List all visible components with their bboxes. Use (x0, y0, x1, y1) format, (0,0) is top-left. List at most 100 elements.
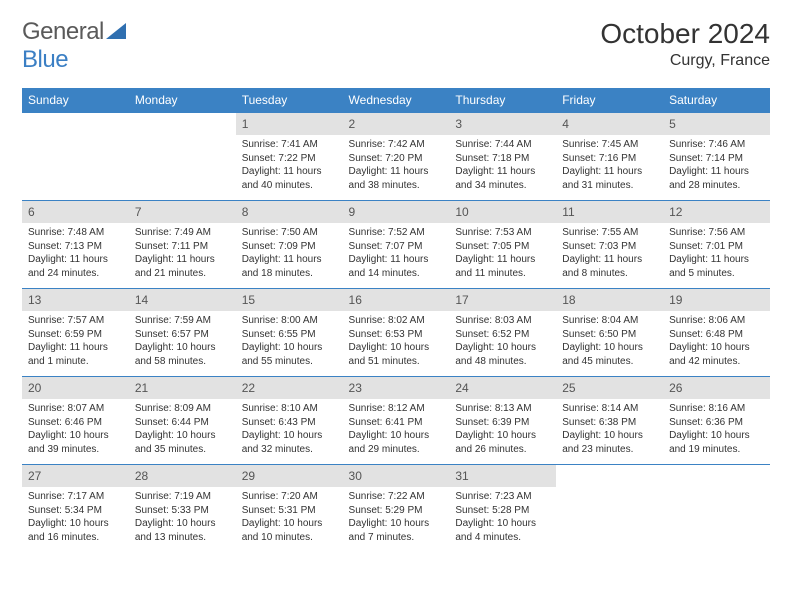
calendar-row: 6Sunrise: 7:48 AMSunset: 7:13 PMDaylight… (22, 201, 770, 289)
calendar-cell: 1Sunrise: 7:41 AMSunset: 7:22 PMDaylight… (236, 113, 343, 201)
day-number: 11 (556, 201, 663, 223)
day-details: Sunrise: 7:55 AMSunset: 7:03 PMDaylight:… (556, 223, 663, 286)
calendar-cell: 14Sunrise: 7:59 AMSunset: 6:57 PMDayligh… (129, 289, 236, 377)
day-number: 14 (129, 289, 236, 311)
day-details: Sunrise: 7:52 AMSunset: 7:07 PMDaylight:… (343, 223, 450, 286)
day-details: Sunrise: 8:02 AMSunset: 6:53 PMDaylight:… (343, 311, 450, 374)
day-details: Sunrise: 8:06 AMSunset: 6:48 PMDaylight:… (663, 311, 770, 374)
calendar-cell: 16Sunrise: 8:02 AMSunset: 6:53 PMDayligh… (343, 289, 450, 377)
calendar-cell (556, 465, 663, 553)
day-details: Sunrise: 7:45 AMSunset: 7:16 PMDaylight:… (556, 135, 663, 198)
day-number: 13 (22, 289, 129, 311)
brand-name-b: Blue (22, 46, 68, 73)
calendar-cell: 28Sunrise: 7:19 AMSunset: 5:33 PMDayligh… (129, 465, 236, 553)
day-number: 9 (343, 201, 450, 223)
calendar-cell: 5Sunrise: 7:46 AMSunset: 7:14 PMDaylight… (663, 113, 770, 201)
calendar-cell: 30Sunrise: 7:22 AMSunset: 5:29 PMDayligh… (343, 465, 450, 553)
day-details: Sunrise: 8:07 AMSunset: 6:46 PMDaylight:… (22, 399, 129, 462)
day-details: Sunrise: 7:57 AMSunset: 6:59 PMDaylight:… (22, 311, 129, 374)
brand-name: General Blue (22, 18, 126, 74)
day-details: Sunrise: 8:13 AMSunset: 6:39 PMDaylight:… (449, 399, 556, 462)
weekday-header: Tuesday (236, 88, 343, 113)
day-details: Sunrise: 7:42 AMSunset: 7:20 PMDaylight:… (343, 135, 450, 198)
calendar-cell: 11Sunrise: 7:55 AMSunset: 7:03 PMDayligh… (556, 201, 663, 289)
day-details: Sunrise: 8:00 AMSunset: 6:55 PMDaylight:… (236, 311, 343, 374)
day-number: 28 (129, 465, 236, 487)
day-details: Sunrise: 7:56 AMSunset: 7:01 PMDaylight:… (663, 223, 770, 286)
day-details: Sunrise: 7:22 AMSunset: 5:29 PMDaylight:… (343, 487, 450, 550)
day-number: 15 (236, 289, 343, 311)
month-title: October 2024 (600, 18, 770, 50)
day-details: Sunrise: 7:53 AMSunset: 7:05 PMDaylight:… (449, 223, 556, 286)
calendar-cell: 26Sunrise: 8:16 AMSunset: 6:36 PMDayligh… (663, 377, 770, 465)
day-number: 10 (449, 201, 556, 223)
day-number: 20 (22, 377, 129, 399)
day-number: 1 (236, 113, 343, 135)
calendar-cell: 15Sunrise: 8:00 AMSunset: 6:55 PMDayligh… (236, 289, 343, 377)
calendar-cell (22, 113, 129, 201)
calendar-cell: 10Sunrise: 7:53 AMSunset: 7:05 PMDayligh… (449, 201, 556, 289)
weekday-header: Wednesday (343, 88, 450, 113)
day-details: Sunrise: 8:12 AMSunset: 6:41 PMDaylight:… (343, 399, 450, 462)
calendar-row: 27Sunrise: 7:17 AMSunset: 5:34 PMDayligh… (22, 465, 770, 553)
day-number: 26 (663, 377, 770, 399)
weekday-header: Sunday (22, 88, 129, 113)
calendar-cell: 23Sunrise: 8:12 AMSunset: 6:41 PMDayligh… (343, 377, 450, 465)
calendar-cell: 8Sunrise: 7:50 AMSunset: 7:09 PMDaylight… (236, 201, 343, 289)
calendar-cell: 21Sunrise: 8:09 AMSunset: 6:44 PMDayligh… (129, 377, 236, 465)
day-number: 8 (236, 201, 343, 223)
calendar-cell: 22Sunrise: 8:10 AMSunset: 6:43 PMDayligh… (236, 377, 343, 465)
day-number: 27 (22, 465, 129, 487)
calendar-cell: 20Sunrise: 8:07 AMSunset: 6:46 PMDayligh… (22, 377, 129, 465)
day-number: 25 (556, 377, 663, 399)
day-details: Sunrise: 7:48 AMSunset: 7:13 PMDaylight:… (22, 223, 129, 286)
day-details: Sunrise: 7:46 AMSunset: 7:14 PMDaylight:… (663, 135, 770, 198)
calendar-table: Sunday Monday Tuesday Wednesday Thursday… (22, 88, 770, 553)
brand-logo: General Blue (22, 18, 126, 74)
day-details: Sunrise: 7:19 AMSunset: 5:33 PMDaylight:… (129, 487, 236, 550)
weekday-header: Monday (129, 88, 236, 113)
day-number: 12 (663, 201, 770, 223)
day-number: 24 (449, 377, 556, 399)
day-number: 17 (449, 289, 556, 311)
calendar-cell: 29Sunrise: 7:20 AMSunset: 5:31 PMDayligh… (236, 465, 343, 553)
day-number: 7 (129, 201, 236, 223)
day-details: Sunrise: 8:16 AMSunset: 6:36 PMDaylight:… (663, 399, 770, 462)
day-details: Sunrise: 7:59 AMSunset: 6:57 PMDaylight:… (129, 311, 236, 374)
header: General Blue October 2024 Curgy, France (22, 18, 770, 74)
calendar-cell: 31Sunrise: 7:23 AMSunset: 5:28 PMDayligh… (449, 465, 556, 553)
calendar-cell: 24Sunrise: 8:13 AMSunset: 6:39 PMDayligh… (449, 377, 556, 465)
day-details: Sunrise: 7:17 AMSunset: 5:34 PMDaylight:… (22, 487, 129, 550)
day-number: 30 (343, 465, 450, 487)
location-label: Curgy, France (600, 52, 770, 70)
day-details: Sunrise: 8:09 AMSunset: 6:44 PMDaylight:… (129, 399, 236, 462)
day-number: 31 (449, 465, 556, 487)
calendar-cell: 19Sunrise: 8:06 AMSunset: 6:48 PMDayligh… (663, 289, 770, 377)
calendar-cell: 7Sunrise: 7:49 AMSunset: 7:11 PMDaylight… (129, 201, 236, 289)
calendar-cell: 18Sunrise: 8:04 AMSunset: 6:50 PMDayligh… (556, 289, 663, 377)
weekday-header: Friday (556, 88, 663, 113)
calendar-cell: 17Sunrise: 8:03 AMSunset: 6:52 PMDayligh… (449, 289, 556, 377)
calendar-row: 20Sunrise: 8:07 AMSunset: 6:46 PMDayligh… (22, 377, 770, 465)
day-number: 3 (449, 113, 556, 135)
day-number: 18 (556, 289, 663, 311)
weekday-header: Saturday (663, 88, 770, 113)
day-number: 5 (663, 113, 770, 135)
title-block: October 2024 Curgy, France (600, 18, 770, 70)
calendar-cell: 25Sunrise: 8:14 AMSunset: 6:38 PMDayligh… (556, 377, 663, 465)
calendar-cell: 4Sunrise: 7:45 AMSunset: 7:16 PMDaylight… (556, 113, 663, 201)
calendar-cell (663, 465, 770, 553)
day-number: 6 (22, 201, 129, 223)
day-details: Sunrise: 7:23 AMSunset: 5:28 PMDaylight:… (449, 487, 556, 550)
calendar-cell (129, 113, 236, 201)
day-number: 23 (343, 377, 450, 399)
calendar-row: 13Sunrise: 7:57 AMSunset: 6:59 PMDayligh… (22, 289, 770, 377)
day-number: 2 (343, 113, 450, 135)
day-details: Sunrise: 8:03 AMSunset: 6:52 PMDaylight:… (449, 311, 556, 374)
day-details: Sunrise: 8:10 AMSunset: 6:43 PMDaylight:… (236, 399, 343, 462)
calendar-cell: 27Sunrise: 7:17 AMSunset: 5:34 PMDayligh… (22, 465, 129, 553)
day-number: 4 (556, 113, 663, 135)
calendar-cell: 13Sunrise: 7:57 AMSunset: 6:59 PMDayligh… (22, 289, 129, 377)
day-number: 16 (343, 289, 450, 311)
calendar-cell: 6Sunrise: 7:48 AMSunset: 7:13 PMDaylight… (22, 201, 129, 289)
